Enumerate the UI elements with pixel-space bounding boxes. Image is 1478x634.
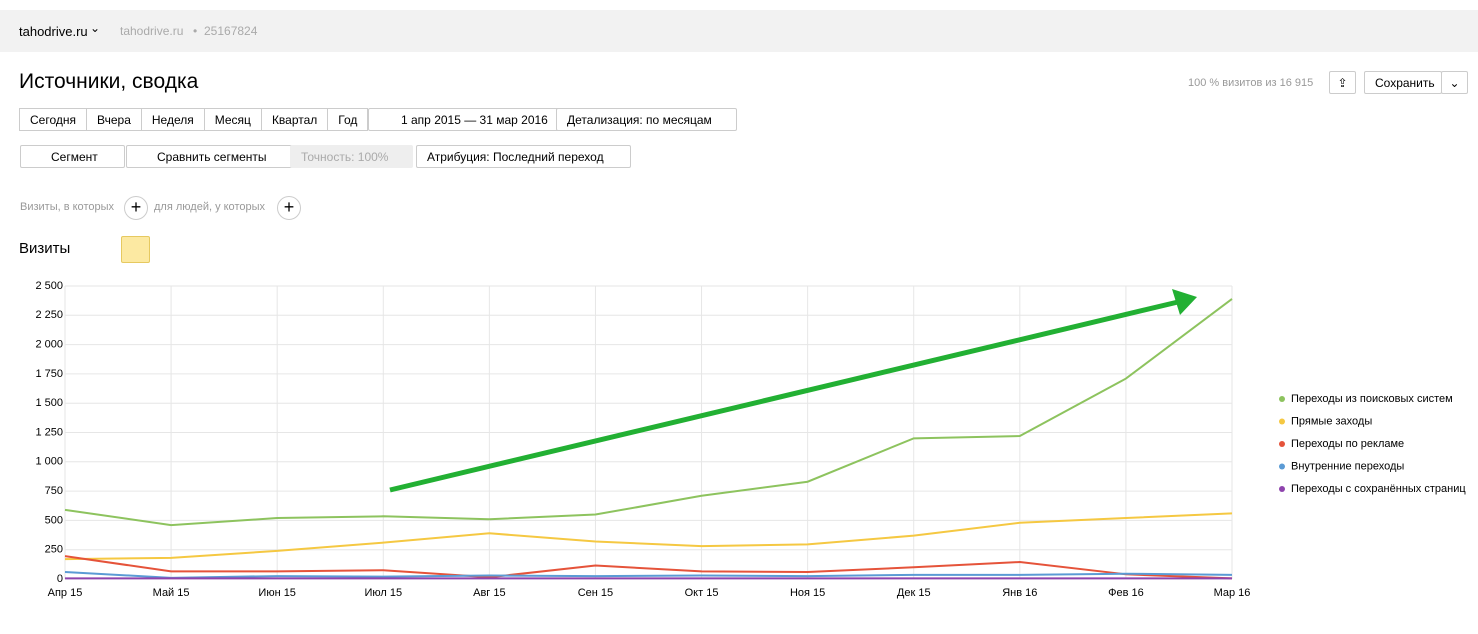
y-tick-label: 250 [45,544,63,556]
arrow-shaft [389,299,1179,493]
legend-dot [1279,463,1285,470]
x-tick-label: Авг 15 [473,587,505,599]
legend-dot [1279,418,1285,425]
filter-people: для людей, у которых [154,201,265,213]
line-view[interactable] [121,236,150,263]
site-secondary: tahodrive.ru [120,24,184,38]
legend-dot [1279,486,1285,492]
legend-label: Прямые заходы [1291,415,1372,427]
x-tick-label: Сен 15 [578,587,613,599]
add-filter[interactable]: + [277,196,301,220]
x-tick-label: Апр 15 [48,587,83,599]
series-line [64,555,1233,580]
x-tick-label: Июл 15 [364,587,402,599]
legend-label: Переходы из поисковых систем [1291,393,1453,405]
period[interactable]: Месяц [203,108,262,131]
x-tick-label: Мар 16 [1214,587,1251,599]
y-tick-label: 2 500 [35,280,63,292]
y-tick-label: 500 [45,514,63,526]
y-tick-label: 0 [57,573,63,585]
period[interactable]: Год [327,108,369,131]
caret: ⌄ [90,21,101,35]
period[interactable]: Неделя [140,108,205,131]
detail[interactable]: Детализация: по месяцам [556,108,737,131]
arrow-head [1172,289,1197,315]
x-tick-label: Дек 15 [897,587,931,599]
y-tick-label: 2 000 [35,339,63,351]
sample: 100 % визитов из 16 915 [1188,77,1314,89]
legend-dot [1279,396,1285,402]
chart: 0 250 500 750 1 000 1 250 1 500 1 750 2 000 2 250… [35,280,1466,599]
y-tick-label: 2 250 [35,309,63,321]
export[interactable]: ⇪ [1329,71,1356,94]
x-tick-label: Янв 16 [1002,587,1037,599]
site[interactable]: tahodrive.ru [19,24,88,39]
date-range[interactable]: 1 апр 2015 — 31 мар 2016 [368,108,559,131]
top-bar: tahodrive.ru ⌄ tahodrive.ru • 25167824 [0,10,1478,52]
y-tick-label: 1 500 [35,397,63,409]
filter-visits: Визиты, в которых [20,201,114,213]
legend-label: Внутренние переходы [1291,460,1404,472]
x-tick-label: Фев 16 [1108,587,1144,599]
dot: • [193,24,198,38]
x-tick-label: Июн 15 [258,587,296,599]
period[interactable]: Сегодня [19,108,87,131]
x-tick-label: Май 15 [153,587,190,599]
segment[interactable]: Сегмент [20,145,125,168]
legend-label: Переходы с сохранённых страниц [1291,483,1466,495]
x-tick-label: Окт 15 [685,587,719,599]
series-line [64,512,1233,561]
y-tick-label: 1 250 [35,426,63,438]
y-tick-label: 1 750 [35,368,63,380]
legend-dot [1279,441,1285,447]
period[interactable]: Вчера [86,108,142,131]
counter-id: 25167824 [204,24,258,38]
series-line [64,570,1233,579]
attribution[interactable]: Атрибуция: Последний переход [416,145,631,168]
y-tick-label: 1 000 [35,456,63,468]
save-menu[interactable]: ⌄ [1441,71,1468,94]
series-line [64,298,1233,527]
periods: Сегодня Вчера Неделя Месяц Квартал Год [19,108,369,131]
page-title: Источники, сводка [19,70,199,93]
x-tick-label: Ноя 15 [790,587,825,599]
save[interactable]: Сохранить [1364,71,1442,94]
y-tick-label: 750 [45,485,63,497]
legend-label: Переходы по рекламе [1291,438,1404,450]
metric: Визиты [19,240,71,257]
accuracy: Точность: 100% [290,145,414,168]
add-filter[interactable]: + [124,196,148,220]
period[interactable]: Квартал [260,108,329,131]
compare[interactable]: Сравнить сегменты [126,145,294,168]
